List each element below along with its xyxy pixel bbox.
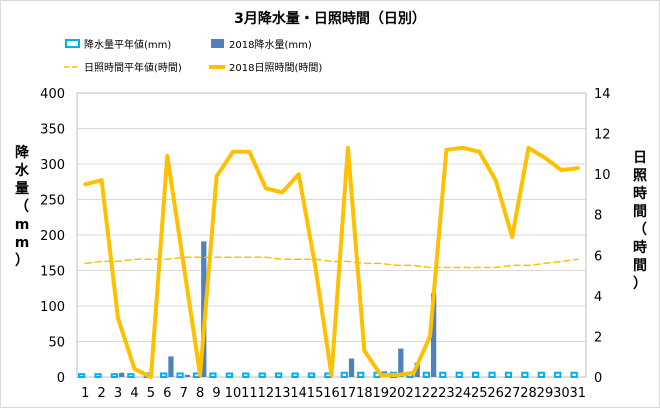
bar-normal-precip [340, 371, 348, 378]
x-tick: 11 [241, 386, 258, 401]
bar-normal-precip [176, 372, 184, 379]
y-axis-right-ticks: 0 2 4 6 8 10 12 14 [594, 87, 611, 386]
y-tick-left: 350 [40, 123, 65, 138]
x-tick: 20 [389, 386, 406, 401]
y-tick-left: 50 [48, 336, 65, 351]
bar-normal-precip [242, 372, 250, 379]
x-tick: 28 [520, 386, 537, 401]
x-tick: 6 [163, 386, 171, 401]
bar-normal-precip [258, 372, 266, 379]
bar-normal-precip [357, 371, 365, 378]
x-tick: 9 [212, 386, 220, 401]
bar-normal-precip [554, 371, 562, 378]
y-tick-right: 14 [594, 87, 611, 102]
bar-normal-precip [472, 371, 480, 378]
bar-normal-precip [209, 372, 217, 379]
bar-2018-precip [348, 358, 355, 377]
y-tick-right: 0 [594, 371, 602, 386]
bar-normal-precip [504, 371, 513, 378]
x-tick: 26 [487, 386, 504, 401]
x-tick: 27 [504, 386, 521, 401]
y-tick-left: 0 [57, 371, 65, 386]
x-tick: 7 [180, 386, 188, 401]
y-tick-right: 4 [594, 290, 602, 305]
y-tick-left: 200 [40, 229, 65, 244]
x-tick: 17 [340, 386, 357, 401]
lines [83, 145, 580, 379]
x-tick: 19 [372, 386, 389, 401]
bar-normal-precip [110, 373, 119, 379]
bar-normal-precip [439, 371, 447, 378]
bar-2018-precip [414, 362, 420, 377]
bar-normal-precip [521, 371, 529, 378]
x-tick: 24 [455, 386, 472, 401]
x-tick: 4 [130, 386, 138, 401]
y-axis-left-ticks: 0 50 100 150 200 250 300 350 400 [40, 87, 65, 386]
legend-label: 2018降水量(mm) [229, 38, 312, 51]
bar-normal-precip [77, 373, 86, 379]
axis-label-text: 日照時間（時間） [633, 150, 647, 292]
bar-normal-precip [94, 373, 102, 379]
bar-normal-precip [537, 371, 545, 378]
x-tick: 3 [114, 386, 122, 401]
x-tick: 8 [196, 386, 204, 401]
x-axis-ticks: 1 2 3 4 5 6 7 8 9 10 11 12 13 14 15 16 17 18 19 20 21 22 23 24 2… [81, 386, 586, 401]
bar-normal-precip [455, 371, 463, 378]
line-2018-sunshine [83, 145, 580, 379]
x-tick: 22 [422, 386, 439, 401]
y-tick-left: 300 [40, 158, 65, 173]
bar-normal-precip [291, 372, 299, 379]
x-tick: 16 [323, 386, 340, 401]
line-normal-sunshine [84, 256, 579, 269]
x-tick: 13 [274, 386, 291, 401]
x-tick: 18 [356, 386, 373, 401]
bar-normal-precip [488, 371, 496, 378]
x-tick: 10 [225, 386, 242, 401]
y-tick-left: 150 [40, 265, 65, 280]
y-tick-left: 400 [40, 87, 65, 102]
x-tick: 30 [553, 386, 570, 401]
bar-2018-precip [119, 372, 125, 377]
y-axis-right-label: 日照時間（時間） [633, 150, 647, 292]
y-tick-left: 100 [40, 300, 65, 315]
bar-2018-precip [184, 374, 190, 377]
y-axis-left-label: 降水量（ m m） [15, 144, 30, 269]
y-tick-right: 2 [594, 330, 602, 345]
x-tick: 15 [307, 386, 324, 401]
y-tick-right: 12 [594, 128, 611, 143]
legend-label: 2018日照時間(時間) [229, 62, 322, 74]
y-tick-right: 10 [594, 168, 611, 183]
legend: 降水量平年値(mm) 2018降水量(mm) 日照時間平年値(時間) 2018日照時間… [64, 38, 322, 74]
bar-normal-precip [225, 372, 233, 379]
x-tick: 1 [81, 386, 89, 401]
x-tick: 2 [97, 386, 105, 401]
bar-2018-precip [168, 356, 174, 377]
bar-normal-precip [307, 372, 316, 379]
x-tick: 5 [147, 386, 155, 401]
x-tick: 25 [471, 386, 488, 401]
bar-normal-precip [422, 371, 431, 378]
x-tick: 31 [570, 386, 587, 401]
bar-normal-precip [160, 372, 168, 379]
bar-normal-precip [570, 371, 578, 378]
bar-normal-precip [127, 373, 135, 379]
legend-swatch [65, 39, 80, 48]
bar-normal-precip [274, 372, 283, 379]
bar-2018-precip [398, 348, 404, 377]
x-tick: 14 [290, 386, 307, 401]
legend-label: 日照時間平年値(時間) [84, 61, 182, 74]
bar-2018-precip [431, 293, 437, 377]
y-tick-right: 6 [594, 249, 602, 264]
x-tick: 12 [258, 386, 275, 401]
x-tick: 21 [405, 386, 422, 401]
chart-title: 3月降水量・日照時間（日別） [234, 10, 426, 27]
legend-label: 降水量平年値(mm) [84, 38, 171, 51]
y-tick-right: 8 [594, 209, 602, 224]
legend-swatch [211, 39, 224, 48]
y-tick-left: 250 [40, 194, 65, 209]
x-tick: 29 [537, 386, 554, 401]
axis-label-text: 降水量（ m m） [15, 144, 30, 269]
x-tick: 23 [438, 386, 455, 401]
